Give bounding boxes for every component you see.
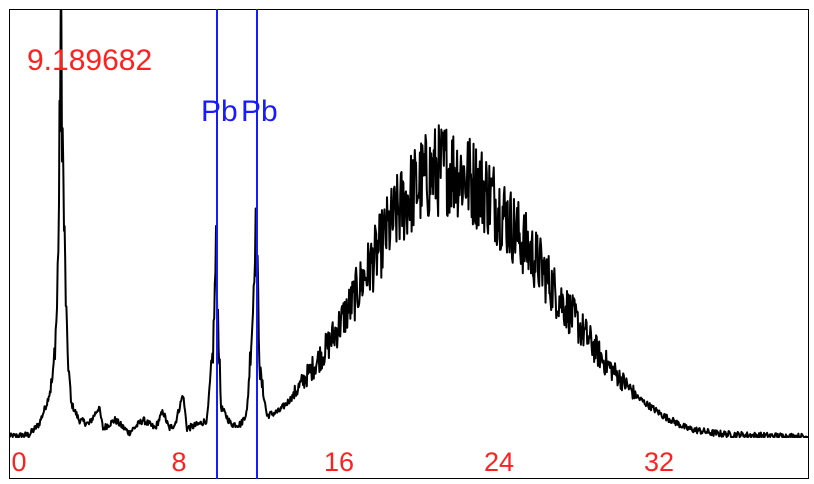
marker-label-0: Pb (201, 95, 238, 128)
plot-border (9, 9, 809, 479)
x-tick-label: 8 (171, 447, 186, 477)
x-tick-label: 16 (324, 447, 354, 477)
x-tick-label: 24 (484, 447, 514, 477)
peak-value-label: 9.189682 (27, 44, 152, 77)
x-tick-label: 0 (11, 447, 26, 477)
x-tick-label: 32 (644, 447, 674, 477)
spectrum-series-line (9, 9, 809, 438)
spectrum-plot: Pb Pb 0 8 16 24 32 9.189682 (9, 9, 809, 479)
marker-label-1: Pb (241, 95, 278, 128)
spectrum-chart-svg: Pb Pb 0 8 16 24 32 9.189682 (9, 9, 809, 479)
